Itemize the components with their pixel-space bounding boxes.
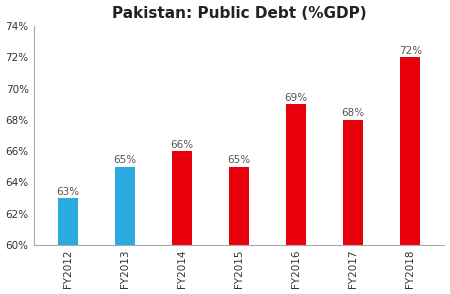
Bar: [286, 104, 306, 294]
Text: 69%: 69%: [284, 93, 308, 103]
Bar: [343, 120, 363, 294]
Title: Pakistan: Public Debt (%GDP): Pakistan: Public Debt (%GDP): [112, 6, 366, 21]
Text: 72%: 72%: [399, 46, 422, 56]
Bar: [172, 151, 192, 294]
Text: 68%: 68%: [342, 108, 365, 118]
Bar: [115, 167, 135, 294]
Bar: [229, 167, 249, 294]
Text: 66%: 66%: [171, 140, 194, 150]
Bar: [400, 57, 420, 294]
Text: 65%: 65%: [227, 155, 251, 165]
Bar: [58, 198, 78, 294]
Text: 65%: 65%: [113, 155, 136, 165]
Text: 63%: 63%: [56, 187, 79, 197]
